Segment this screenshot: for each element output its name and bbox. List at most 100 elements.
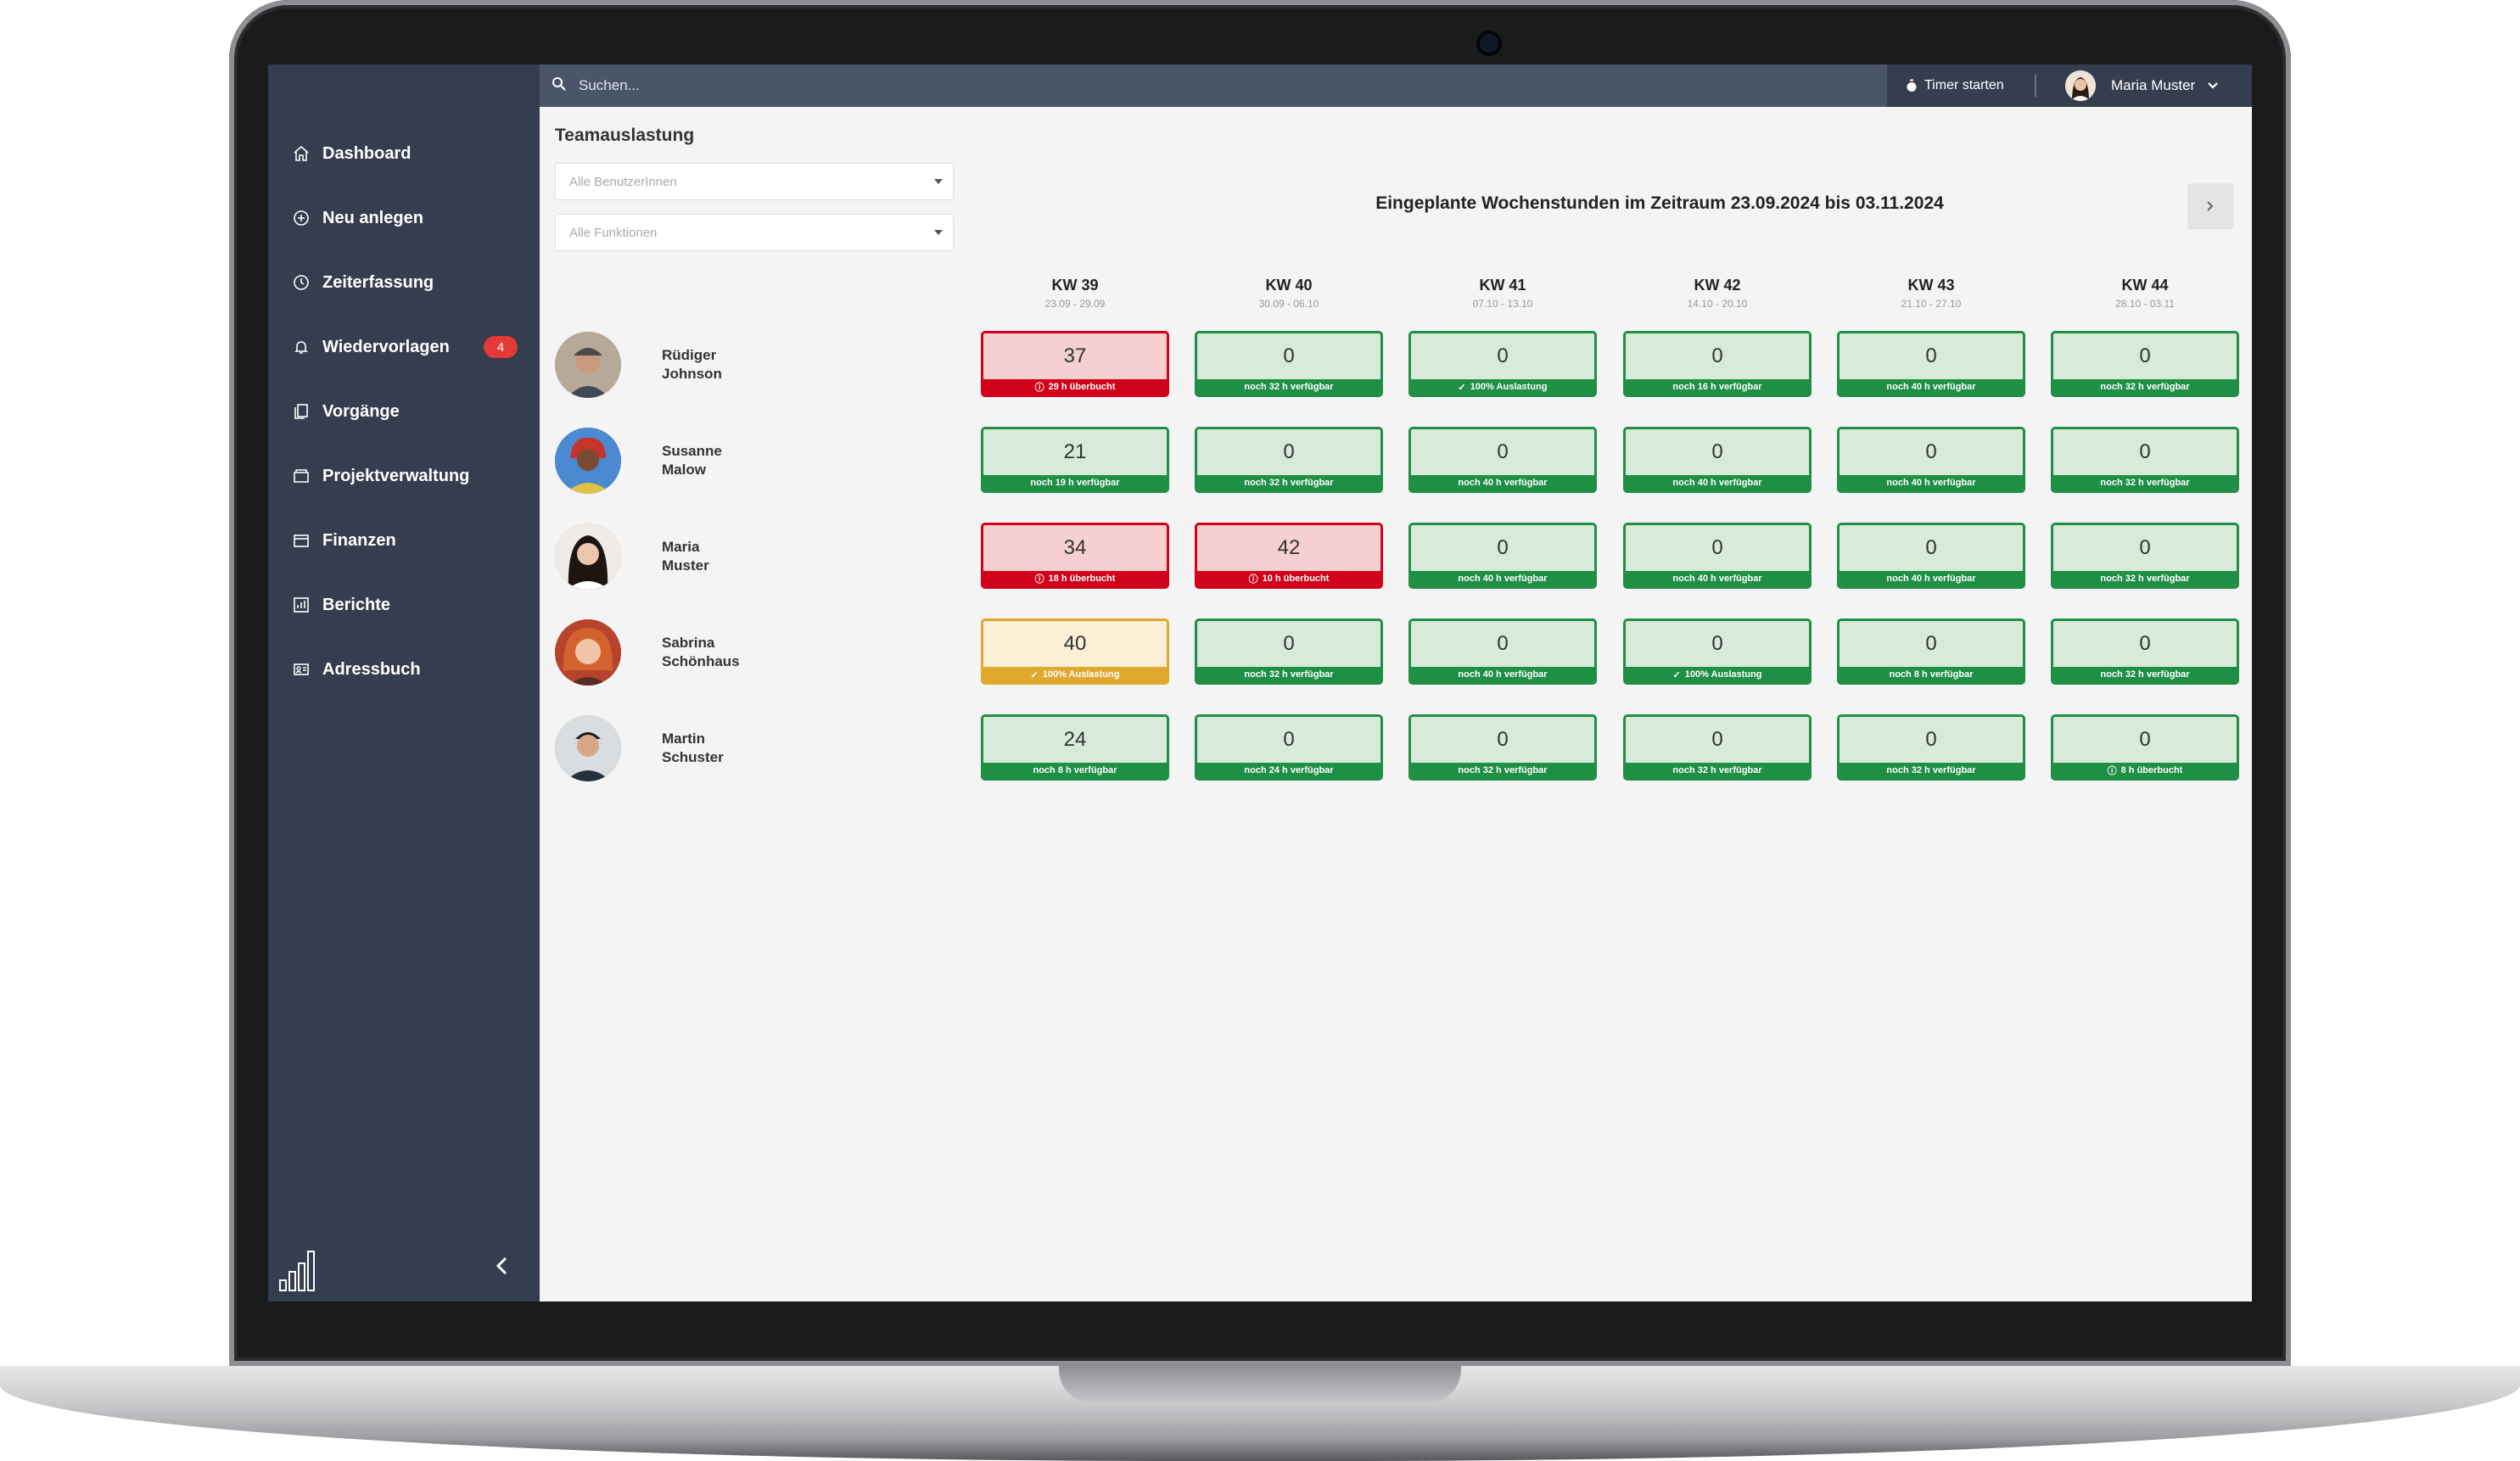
hours-cell[interactable]: 37 ⓘ 29 h überbucht [981,331,1169,397]
hours-cell[interactable]: 0 noch 32 h verfügbar [2051,619,2239,685]
person-name: Maria Muster [662,539,709,574]
hours-value: 0 [1497,344,1509,367]
person-row-ruediger-johnson: Rüdiger Johnson [555,331,722,399]
status-badge: noch 40 h verfügbar [1840,475,2023,490]
caret-down-icon [934,230,943,235]
status-badge: noch 40 h verfügbar [1626,475,1809,490]
hours-cell[interactable]: 0 noch 32 h verfügbar [1408,714,1597,781]
hours-cell[interactable]: 0 noch 40 h verfügbar [1837,523,2025,589]
hours-value: 0 [1711,728,1723,751]
hours-cell[interactable]: 0 noch 32 h verfügbar [1837,714,2025,781]
status-badge: noch 32 h verfügbar [1411,763,1594,778]
status-text: noch 8 h verfügbar [1033,765,1117,775]
sidebar-item-label: Neu anlegen [322,208,423,227]
hours-cell[interactable]: 0 noch 32 h verfügbar [1195,619,1383,685]
sidebar-item-label: Zeiterfassung [322,272,434,292]
functions-filter-select[interactable]: Alle Funktionen [555,214,954,251]
sidebar-item-finanzen[interactable]: Finanzen [292,523,396,557]
alert-icon: ⓘ [2107,766,2117,776]
chevron-down-icon [2207,81,2219,90]
sidebar-item-label: Vorgänge [322,401,400,421]
chevron-right-icon [2207,201,2214,211]
check-icon: ✓ [1672,669,1681,680]
search-icon [552,76,570,96]
timer-start-button[interactable]: Timer starten [1906,64,2004,107]
status-text: noch 32 h verfügbar [2100,478,2190,488]
bell-icon [292,338,311,356]
hours-value: 42 [1277,536,1301,559]
sidebar-item-zeiterfassung[interactable]: Zeiterfassung [292,266,434,299]
status-text: 100% Auslastung [1684,669,1762,680]
status-badge: ✓ 100% Auslastung [1626,667,1809,682]
sidebar-item-wiedervorlagen[interactable]: Wiedervorlagen [292,330,450,364]
hours-cell[interactable]: 0 noch 32 h verfügbar [2051,331,2239,397]
status-text: noch 32 h verfügbar [1244,669,1334,680]
search-input[interactable] [577,76,1768,95]
users-filter-select[interactable]: Alle BenutzerInnen [555,163,954,200]
week-header: KW 39 23.09 - 29.09 [1044,277,1106,310]
documents-icon [292,402,311,421]
status-badge: noch 32 h verfügbar [1840,763,2023,778]
sidebar-item-neu-anlegen[interactable]: Neu anlegen [292,201,423,235]
hours-cell[interactable]: 0 noch 32 h verfügbar [2051,427,2239,493]
status-text: noch 32 h verfügbar [1672,765,1762,775]
hours-cell[interactable]: 21 noch 19 h verfügbar [981,427,1169,493]
next-period-button[interactable] [2187,183,2233,229]
avatar [555,619,621,686]
hours-value: 0 [1497,632,1509,655]
sidebar: Dashboard Neu anlegen Zeiterfassung Wied… [268,64,540,1301]
hours-value: 0 [2139,632,2151,655]
hours-cell[interactable]: 0 noch 40 h verfügbar [1408,523,1597,589]
wallet-icon [292,531,311,550]
hours-cell[interactable]: 0 noch 24 h verfügbar [1195,714,1383,781]
status-badge: noch 19 h verfügbar [983,475,1167,490]
hours-cell[interactable]: 0 ✓ 100% Auslastung [1623,619,1812,685]
week-header: KW 43 21.10 - 27.10 [1901,277,1962,310]
hours-cell[interactable]: 0 noch 40 h verfügbar [1408,427,1597,493]
check-icon: ✓ [1030,669,1039,680]
app-logo-icon [278,1250,317,1296]
status-badge: noch 32 h verfügbar [1197,475,1380,490]
hours-cell[interactable]: 0 noch 8 h verfügbar [1837,619,2025,685]
hours-cell[interactable]: 0 noch 40 h verfügbar [1623,523,1812,589]
hours-value: 0 [1925,632,1937,655]
hours-cell[interactable]: 24 noch 8 h verfügbar [981,714,1169,781]
hours-cell[interactable]: 0 noch 40 h verfügbar [1837,427,2025,493]
sidebar-item-adressbuch[interactable]: Adressbuch [292,652,421,686]
hours-cell[interactable]: 0 noch 16 h verfügbar [1623,331,1812,397]
collapse-sidebar-button[interactable] [489,1252,516,1279]
hours-cell[interactable]: 0 noch 32 h verfügbar [1195,331,1383,397]
sidebar-item-projektverwaltung[interactable]: Projektverwaltung [292,459,469,493]
sidebar-item-dashboard[interactable]: Dashboard [292,137,411,171]
divider [2035,75,2036,97]
status-text: noch 16 h verfügbar [1672,382,1762,392]
hours-cell[interactable]: 0 ✓ 100% Auslastung [1408,331,1597,397]
sidebar-item-label: Adressbuch [322,659,421,679]
hours-cell[interactable]: 0 noch 40 h verfügbar [1837,331,2025,397]
hours-cell[interactable]: 34 ⓘ 18 h überbucht [981,523,1169,589]
user-menu[interactable]: Maria Muster [2065,64,2219,107]
status-badge: noch 40 h verfügbar [1840,379,2023,395]
hours-cell[interactable]: 42 ⓘ 10 h überbucht [1195,523,1383,589]
search-bar [540,64,1887,107]
hours-cell[interactable]: 0 noch 32 h verfügbar [1195,427,1383,493]
sidebar-item-berichte[interactable]: Berichte [292,588,390,622]
status-text: noch 32 h verfügbar [2100,574,2190,584]
sidebar-item-vorgaenge[interactable]: Vorgänge [292,395,400,428]
sidebar-item-label: Projektverwaltung [322,466,470,485]
status-badge: noch 40 h verfügbar [1411,475,1594,490]
status-text: noch 40 h verfügbar [1886,574,1976,584]
select-placeholder: Alle Funktionen [569,225,658,240]
hours-cell[interactable]: 0 noch 32 h verfügbar [2051,523,2239,589]
hours-cell[interactable]: 0 noch 32 h verfügbar [1623,714,1812,781]
status-text: noch 32 h verfügbar [2100,382,2190,392]
hours-cell[interactable]: 0 noch 40 h verfügbar [1408,619,1597,685]
status-badge: noch 32 h verfügbar [1197,379,1380,395]
hours-cell[interactable]: 0 noch 40 h verfügbar [1623,427,1812,493]
status-badge: ⓘ 8 h überbucht [2053,763,2237,778]
hours-cell[interactable]: 0 ⓘ 8 h überbucht [2051,714,2239,781]
avatar [555,715,621,781]
status-badge: noch 8 h verfügbar [983,763,1167,778]
hours-cell[interactable]: 40 ✓ 100% Auslastung [981,619,1169,685]
status-text: noch 8 h verfügbar [1889,669,1974,680]
